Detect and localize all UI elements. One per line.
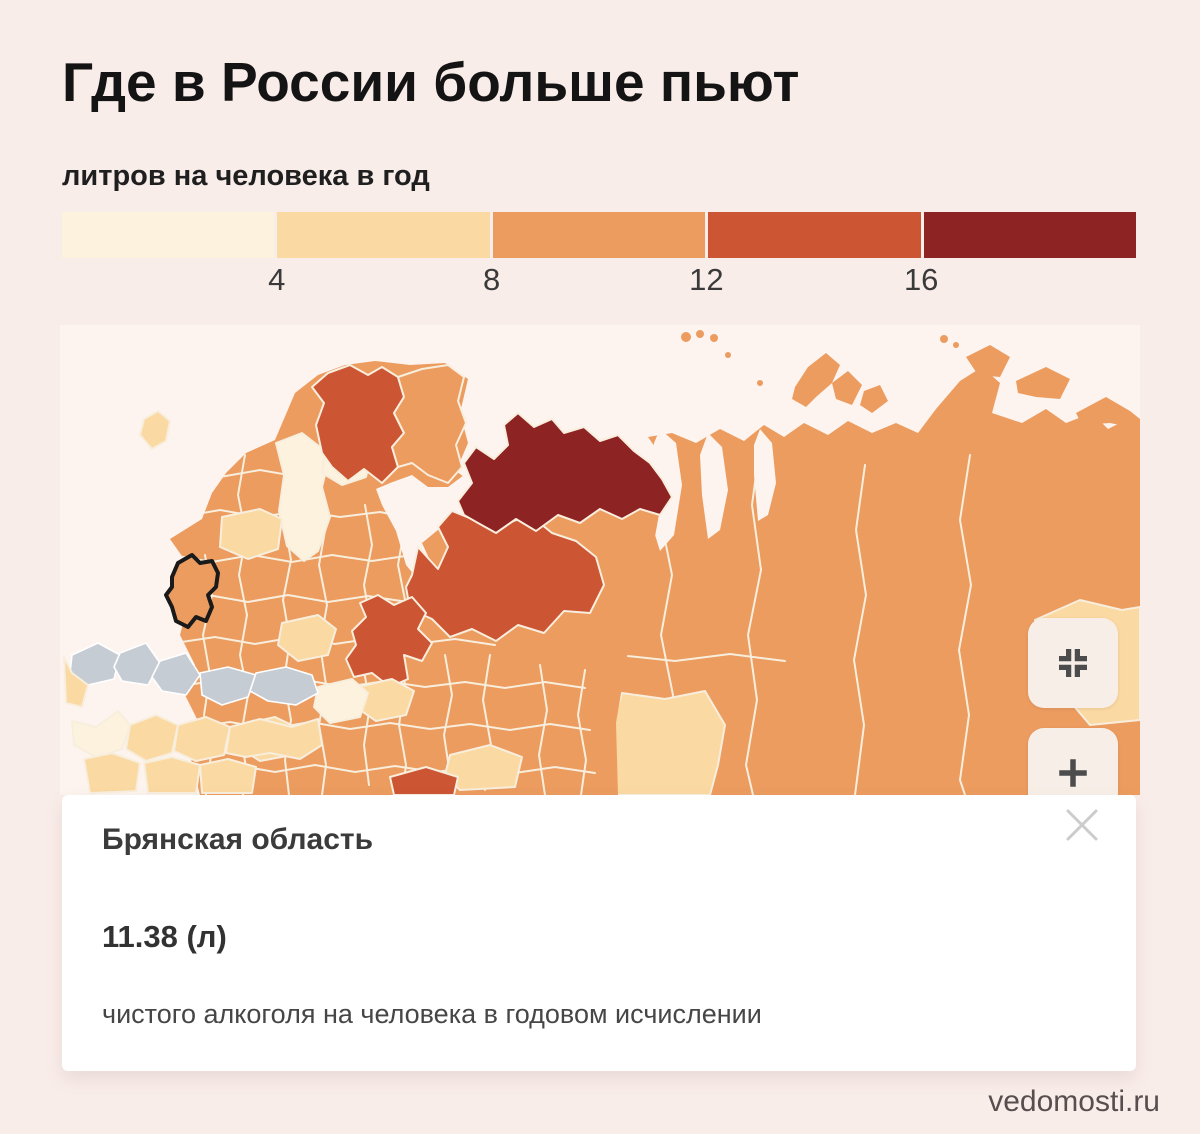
map-region[interactable] [457, 412, 673, 534]
map-region[interactable] [604, 690, 726, 795]
map-region[interactable] [345, 594, 433, 688]
map-region-selected[interactable] [164, 553, 220, 629]
map-islands[interactable] [681, 330, 1140, 429]
info-card-title: Брянская область [102, 823, 374, 856]
legend-segment [708, 212, 921, 258]
legend-segment [923, 212, 1137, 258]
info-card-caption: чистого алкоголя на человека в годовом и… [102, 999, 762, 1029]
close-icon [1066, 809, 1098, 841]
map-region[interactable] [275, 432, 331, 562]
legend-ticks: 4 8 12 16 [62, 262, 1136, 298]
info-card-value: 11.38 (л) [102, 919, 227, 954]
map-bay [700, 433, 728, 539]
fit-view-button[interactable] [1028, 618, 1118, 708]
legend-segment [492, 212, 706, 258]
map-canvas [60, 325, 1140, 795]
legend-tick-label: 8 [482, 262, 501, 297]
info-card: Брянская область 11.38 (л) чистого алког… [62, 795, 1136, 1071]
plus-icon [1059, 759, 1087, 787]
page-subtitle: литров на человека в год [62, 160, 430, 192]
map-region-group[interactable] [63, 410, 323, 794]
choropleth-map [60, 325, 1140, 795]
map-bay [754, 429, 776, 521]
compress-icon [1059, 649, 1087, 677]
legend-tick-label: 16 [903, 262, 939, 297]
legend-segment [62, 212, 275, 258]
close-button[interactable] [1056, 799, 1108, 851]
watermark: vedomosti.ru [988, 1085, 1160, 1118]
legend-segment [277, 212, 490, 258]
zoom-in-button[interactable] [1028, 728, 1118, 795]
legend-tick-label: 4 [268, 262, 286, 297]
legend-bar [62, 212, 1137, 258]
map-region[interactable] [405, 506, 605, 642]
page-title: Где в России больше пьют [62, 51, 800, 113]
map-region[interactable] [391, 364, 467, 484]
legend-tick-label: 12 [689, 262, 724, 297]
